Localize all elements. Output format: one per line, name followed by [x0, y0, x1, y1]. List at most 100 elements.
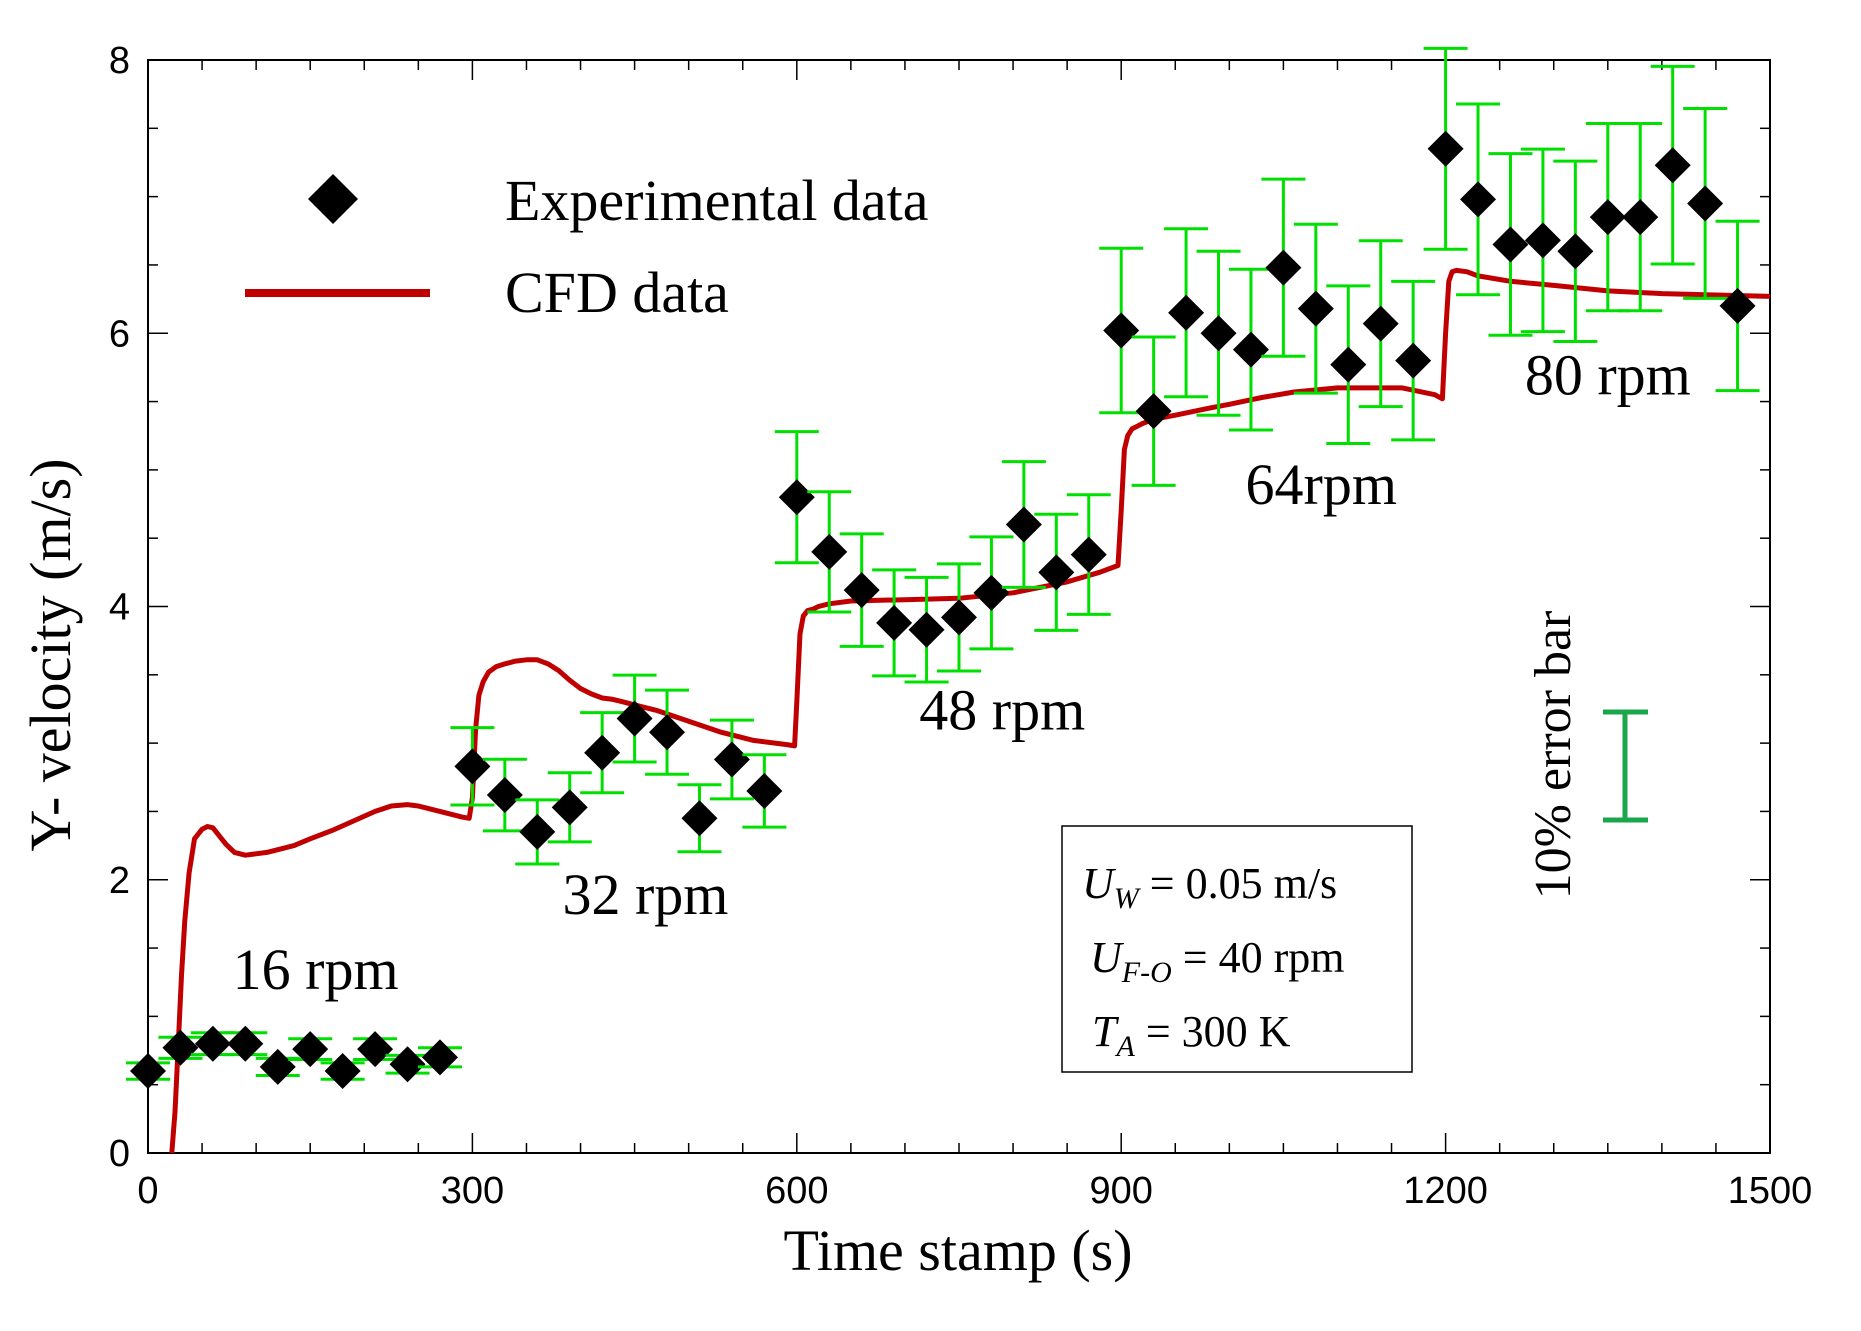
experimental-point [1131, 335, 1176, 487]
experimental-point [1358, 239, 1403, 409]
condition-flap-oscillation: UF-O = 40 rpm [1090, 933, 1344, 989]
experimental-diamond [551, 789, 588, 826]
experimental-diamond [713, 741, 750, 778]
error-bar-legend-label: 10% error bar [1525, 611, 1582, 900]
experimental-point [158, 1029, 203, 1066]
experimental-point [1099, 246, 1144, 415]
conditions-box: UW = 0.05 m/s UF-O = 40 rpm TA = 300 K [1061, 825, 1413, 1073]
experimental-point [645, 688, 690, 776]
experimental-diamond [454, 748, 491, 785]
experimental-point [1553, 159, 1598, 343]
experimental-diamond [292, 1031, 329, 1068]
experimental-point [1683, 107, 1728, 300]
experimental-point [450, 726, 495, 807]
experimental-point [288, 1031, 333, 1068]
experimental-diamond [778, 479, 815, 516]
experimental-point [223, 1025, 268, 1062]
x-tick-label: 0 [137, 1170, 158, 1212]
y-tick-label: 0 [109, 1133, 130, 1175]
experimental-point [1066, 493, 1111, 616]
rpm-annotation: 32 rpm [562, 862, 728, 927]
experimental-diamond [1589, 199, 1626, 236]
experimental-point [1228, 267, 1273, 432]
condition-ambient-temperature-value: = 300 K [1135, 1007, 1291, 1056]
experimental-diamond [421, 1039, 458, 1076]
experimental-point [1261, 177, 1306, 358]
experimental-diamond [1330, 346, 1367, 383]
experimental-diamond [1070, 536, 1107, 573]
experimental-point [126, 1053, 170, 1090]
experimental-point [904, 575, 949, 684]
experimental-diamond [1687, 185, 1724, 222]
experimental-diamond [1362, 305, 1399, 342]
x-tick-label: 1200 [1403, 1170, 1488, 1212]
experimental-point [1391, 279, 1436, 442]
experimental-point [1293, 222, 1338, 395]
condition-wall-velocity-var: U [1082, 859, 1117, 908]
experimental-diamond [1135, 393, 1172, 430]
experimental-diamond [941, 599, 977, 636]
experimental-point [1456, 102, 1501, 297]
y-tick-label: 2 [109, 860, 130, 902]
experimental-diamond [584, 734, 621, 771]
experimental-diamond [1232, 331, 1269, 368]
experimental-point [482, 757, 527, 833]
experimental-diamond [357, 1031, 394, 1068]
experimental-diamond [973, 574, 1010, 611]
experimental-point [1715, 219, 1760, 393]
experimental-point [353, 1031, 398, 1068]
experimental-diamond [1038, 554, 1075, 591]
condition-wall-velocity: UW = 0.05 m/s [1082, 859, 1337, 915]
experimental-point [969, 535, 1014, 651]
experimental-point [1034, 512, 1079, 632]
experimental-point [709, 718, 754, 801]
experimental-point [320, 1053, 365, 1090]
experimental-point [255, 1048, 300, 1085]
experimental-point [839, 532, 884, 648]
experimental-diamond [389, 1046, 426, 1083]
condition-flap-oscillation-value: = 40 rpm [1172, 933, 1345, 982]
experimental-point [1001, 460, 1046, 589]
experimental-diamond [1654, 147, 1691, 184]
experimental-point [872, 568, 917, 678]
condition-ambient-temperature-sub: A [1114, 1030, 1135, 1063]
experimental-point [742, 753, 787, 829]
experimental-point [515, 798, 560, 866]
experimental-point [1650, 64, 1695, 266]
x-tick-label: 300 [441, 1170, 504, 1212]
experimental-diamond [259, 1048, 296, 1085]
experimental-point [612, 673, 657, 764]
experimental-diamond [162, 1029, 199, 1066]
experimental-diamond [1297, 290, 1334, 327]
experimental-diamond [519, 813, 556, 850]
plot-area: 0 300 600 900 1200 1500 0 2 4 6 8 16 rpm 32 rpm 48 rp… [109, 40, 1812, 1212]
experimental-diamond [908, 611, 945, 648]
condition-wall-velocity-value: = 0.05 m/s [1139, 859, 1337, 908]
experimental-diamond [130, 1053, 166, 1090]
experimental-point [1326, 284, 1371, 446]
experimental-point [677, 783, 722, 854]
experimental-diamond [1265, 249, 1302, 286]
legend-label-cfd: CFD data [505, 260, 729, 325]
y-tick-label: 6 [109, 313, 130, 355]
experimental-diamond [1719, 287, 1756, 324]
y-tick-label: 8 [109, 40, 130, 82]
rpm-annotation: 80 rpm [1525, 343, 1691, 408]
error-bar-legend-symbol [1603, 709, 1648, 823]
rpm-annotation: 64rpm [1246, 452, 1397, 517]
experimental-diamond [1005, 506, 1042, 543]
x-tick-label: 900 [1089, 1170, 1152, 1212]
experimental-diamond [1524, 222, 1561, 259]
experimental-diamond [616, 700, 653, 737]
rpm-annotation: 16 rpm [233, 937, 399, 1002]
experimental-point [1520, 147, 1565, 334]
experimental-point [1488, 152, 1533, 337]
experimental-diamond [746, 772, 783, 809]
experimental-diamond [1200, 315, 1237, 352]
condition-flap-oscillation-var: U [1090, 933, 1125, 982]
experimental-diamond [194, 1025, 231, 1062]
experimental-point [385, 1046, 430, 1083]
condition-ambient-temperature: TA = 300 K [1092, 1007, 1291, 1063]
experimental-diamond [1103, 312, 1140, 349]
